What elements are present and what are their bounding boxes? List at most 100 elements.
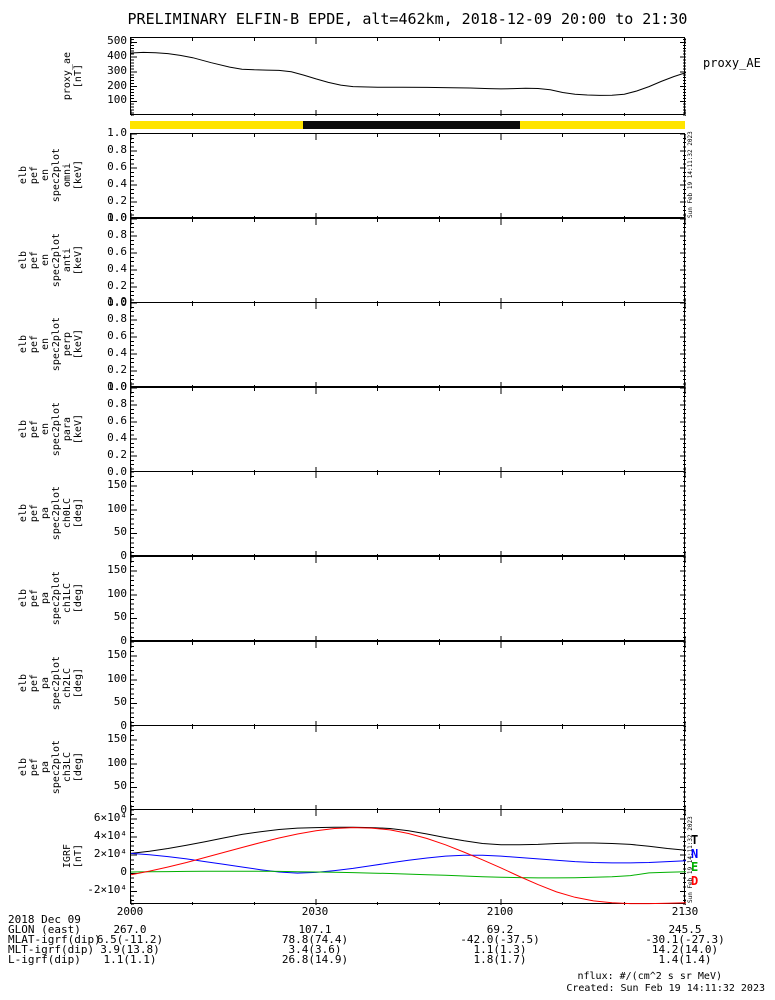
y-axis-tick-label: 0.8 bbox=[107, 143, 127, 156]
x-axis-tick-label: 2130 bbox=[671, 905, 699, 918]
spectro-panel-perp-canvas bbox=[131, 303, 686, 388]
spectro-panel-ch0LC-y-axis-label-line: pef bbox=[29, 504, 40, 523]
vertical-timestamp-top: Sun Feb 19 14:11:32 2023 bbox=[687, 131, 694, 218]
y-axis-tick-label: 0 bbox=[120, 865, 127, 879]
spectro-panel-anti-canvas bbox=[131, 219, 686, 304]
orbit-status-bar bbox=[130, 121, 685, 129]
spectro-panel-ch3LC-y-axis-label-line: [deg] bbox=[73, 752, 84, 783]
y-axis-tick-label: 0 bbox=[120, 719, 127, 732]
y-axis-tick-label: 1.0 bbox=[107, 211, 127, 224]
y-axis-tick-label: 1.0 bbox=[107, 126, 127, 139]
spectro-panel-ch2LC-y-axis-label-line: [deg] bbox=[73, 668, 84, 699]
orbit-bar-segment-0 bbox=[130, 121, 304, 129]
spectro-panel-perp-y-axis-label-line: pef bbox=[29, 335, 40, 354]
spectro-panel-ch0LC-y-axis-label-line: spec2plot bbox=[51, 486, 62, 541]
igrf-panel-canvas bbox=[131, 810, 686, 905]
spectro-panel-ch1LC-y-axis-label-line: ch1LC bbox=[62, 583, 73, 614]
spectro-panel-perp-y-axis-label-line: [keV] bbox=[73, 329, 84, 360]
igrf-series-label-N: N bbox=[691, 847, 699, 861]
orbit-bar-segment-1 bbox=[303, 121, 521, 129]
spectro-panel-ch3LC-y-axis-label-line: elb bbox=[18, 758, 29, 777]
spectro-panel-ch1LC-y-axis-label-line: spec2plot bbox=[51, 571, 62, 626]
igrf-series-T bbox=[131, 826, 686, 854]
y-axis-tick-label: 4×10⁴ bbox=[93, 829, 127, 843]
y-axis-tick-label: 0.6 bbox=[107, 160, 127, 173]
y-axis-tick-label: 0 bbox=[120, 549, 127, 562]
proxy-ae-y-axis-label-line: [nT] bbox=[73, 63, 84, 89]
x-axis-tick-label: 2000 bbox=[116, 905, 144, 918]
y-axis-tick-label: 0.6 bbox=[107, 414, 127, 427]
var-value-0-0: 267.0 bbox=[113, 923, 147, 936]
spectro-panel-ch2LC-y-axis-label-line: pef bbox=[29, 674, 40, 693]
date-label: 2018 Dec 09 bbox=[8, 913, 81, 926]
spectro-panel-anti-y-axis-label-line: [keV] bbox=[73, 245, 84, 276]
spectro-panel-ch0LC-canvas bbox=[131, 472, 686, 557]
igrf-y-axis-label-line: [nT] bbox=[73, 844, 84, 869]
spectro-panel-anti-y-axis-label-line: en bbox=[40, 254, 51, 267]
spectro-panel-perp-y-axis-label-line: en bbox=[40, 338, 51, 351]
y-axis-tick-label: 400 bbox=[107, 49, 127, 63]
spectro-panel-perp-y-axis-label-line: elb bbox=[18, 335, 29, 354]
spectro-panel-ch0LC-y-axis-label-line: ch0LC bbox=[62, 498, 73, 529]
spectro-panel-perp-y-axis-label-line: perp bbox=[62, 332, 73, 357]
y-axis-tick-label: 0 bbox=[120, 634, 127, 647]
igrf-series-E bbox=[131, 870, 686, 879]
spectro-panel-para-y-axis-label-line: [keV] bbox=[73, 414, 84, 445]
created-note: Created: Sun Feb 19 14:11:32 2023 bbox=[566, 983, 765, 994]
var-value-3-1: 26.8(14.9) bbox=[281, 953, 349, 966]
spectro-panel-ch0LC-y-axis-label-line: [deg] bbox=[73, 498, 84, 529]
y-axis-tick-label: 0.4 bbox=[107, 262, 127, 275]
y-axis-tick-label: 100 bbox=[107, 755, 127, 769]
y-axis-tick-label: 0.8 bbox=[107, 397, 127, 410]
igrf-series-label-D: D bbox=[691, 874, 699, 888]
spectro-panel-ch2LC-y-axis-label-line: elb bbox=[18, 674, 29, 693]
orbit-bar-segment-2 bbox=[520, 121, 685, 129]
y-axis-tick-label: 0.8 bbox=[107, 312, 127, 325]
nflux-note: nflux: #/(cm^2 s sr MeV) bbox=[577, 971, 723, 982]
var-row-label-l: L-igrf(dip) bbox=[8, 953, 81, 966]
y-axis-tick-label: 1.0 bbox=[107, 380, 127, 393]
y-axis-tick-label: 150 bbox=[107, 478, 127, 492]
spectro-panel-ch1LC-y-axis-label-line: elb bbox=[18, 589, 29, 608]
igrf-y-axis-label-line: IGRF bbox=[62, 844, 73, 869]
var-value-3-0: 1.1(1.1) bbox=[103, 953, 157, 966]
y-axis-tick-label: 0.0 bbox=[107, 211, 127, 224]
spectro-panel-ch2LC-y-axis-label-line: pa bbox=[40, 677, 51, 690]
var-value-1-1: 78.8(74.4) bbox=[281, 933, 349, 946]
y-axis-tick-label: 150 bbox=[107, 563, 127, 577]
spectro-panel-ch2LC-y-axis-label: elb pef pa spec2plot ch2LC [deg] bbox=[16, 641, 84, 726]
var-value-1-2: -42.0(-37.5) bbox=[460, 933, 540, 946]
spectro-panel-para-y-axis-label-line: elb bbox=[18, 420, 29, 439]
igrf-series-N bbox=[131, 852, 686, 874]
y-axis-tick-label: 0.4 bbox=[107, 431, 127, 444]
spectro-panel-omni-canvas bbox=[131, 134, 686, 219]
spectro-panel-para bbox=[130, 387, 686, 473]
spectro-panel-para-y-axis-label-line: pef bbox=[29, 420, 40, 439]
spectro-panel-omni-y-axis-label-line: omni bbox=[62, 163, 73, 188]
y-axis-tick-label: 0.4 bbox=[107, 177, 127, 190]
proxy-ae-series-proxy_AE bbox=[131, 51, 686, 96]
var-value-0-2: 69.2 bbox=[486, 923, 514, 936]
y-axis-tick-label: 0.2 bbox=[107, 448, 127, 461]
y-axis-tick-label: 1.0 bbox=[107, 295, 127, 308]
igrf-series-D bbox=[131, 827, 686, 905]
y-axis-tick-label: 0.0 bbox=[107, 380, 127, 393]
y-axis-tick-label: 50 bbox=[113, 779, 127, 793]
y-axis-tick-label: 0.2 bbox=[107, 279, 127, 292]
spectro-panel-anti-y-axis-label-line: anti bbox=[62, 248, 73, 273]
spectro-panel-omni-y-axis-label-line: [keV] bbox=[73, 160, 84, 191]
spectro-panel-perp bbox=[130, 302, 686, 388]
y-axis-tick-label: 0.4 bbox=[107, 346, 127, 359]
y-axis-tick-label: 300 bbox=[107, 63, 127, 77]
y-axis-tick-label: 100 bbox=[107, 501, 127, 515]
y-axis-tick-label: 0.6 bbox=[107, 245, 127, 258]
spectro-panel-anti-y-axis-label-line: pef bbox=[29, 251, 40, 270]
var-row-label-mlt: MLT-igrf(dip) bbox=[8, 943, 95, 956]
y-axis-tick-label: 50 bbox=[113, 610, 127, 624]
plot-title: PRELIMINARY ELFIN-B EPDE, alt=462km, 201… bbox=[127, 10, 688, 28]
spectro-panel-omni-y-axis-label-line: pef bbox=[29, 166, 40, 185]
spectro-panel-para-y-axis-label-line: spec2plot bbox=[51, 402, 62, 457]
y-axis-tick-label: 200 bbox=[107, 78, 127, 92]
spectro-panel-ch1LC-y-axis-label: elb pef pa spec2plot ch1LC [deg] bbox=[16, 556, 84, 641]
spectro-panel-ch3LC-y-axis-label-line: spec2plot bbox=[51, 740, 62, 795]
